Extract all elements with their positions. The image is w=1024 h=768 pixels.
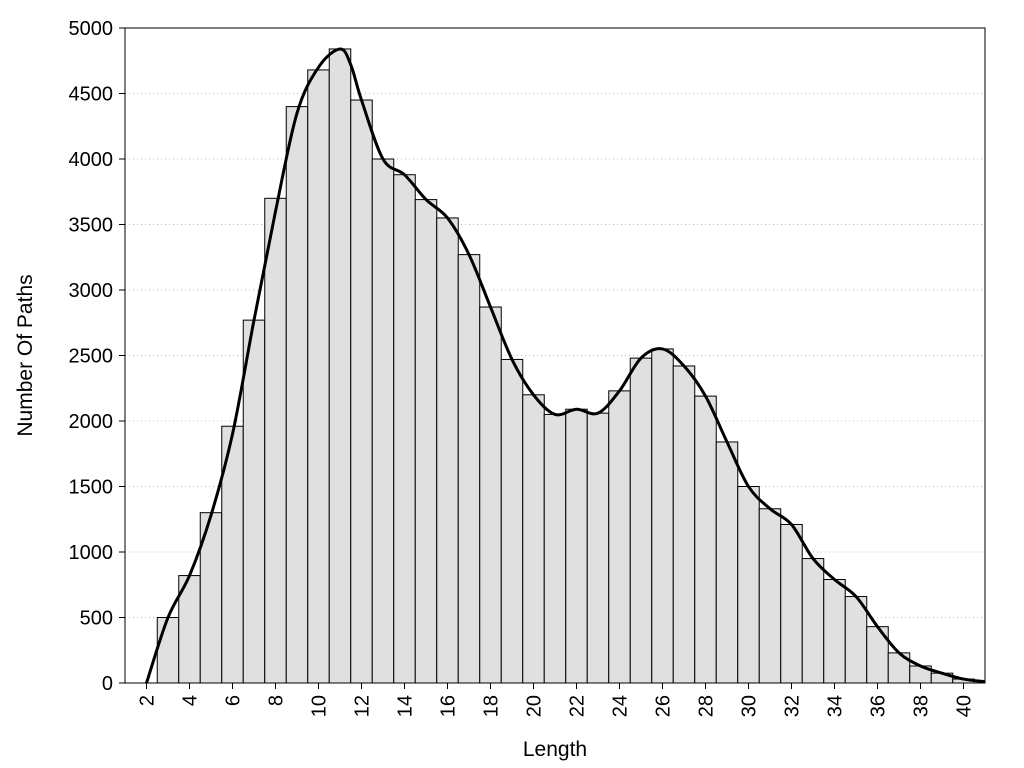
bar-34: [823, 579, 846, 684]
x-tick-label: 28: [696, 695, 718, 717]
y-tick-label: 4000: [69, 149, 114, 171]
x-tick-label: 4: [180, 695, 202, 706]
bar-18: [479, 306, 502, 684]
x-axis-title: Length: [523, 738, 587, 761]
y-tick-label: 1500: [69, 477, 114, 499]
x-tick-label: 8: [266, 695, 288, 706]
x-tick-label: 24: [610, 695, 632, 717]
density-curve: [145, 47, 986, 684]
bar-7: [242, 319, 266, 684]
x-tick-label: 12: [352, 695, 374, 717]
x-tick-label: 6: [223, 695, 245, 706]
x-tick-label: 32: [782, 695, 804, 717]
bar-22: [565, 408, 588, 684]
y-tick-label: 4500: [69, 84, 114, 106]
bar-14: [393, 174, 416, 684]
bars: [156, 48, 975, 684]
y-tick-label: 2000: [69, 411, 114, 433]
x-tick-label: 14: [395, 695, 417, 717]
bar-20: [522, 394, 545, 684]
y-tick-label: 2500: [69, 346, 114, 368]
bar-33: [801, 558, 825, 684]
x-tick-label: 18: [481, 695, 503, 717]
x-tick-label: 22: [567, 695, 589, 717]
bar-9: [285, 106, 309, 684]
y-tick-label: 3500: [69, 215, 114, 237]
bar-23: [586, 412, 610, 684]
y-tick-label: 5000: [69, 18, 114, 40]
bar-25: [629, 357, 653, 684]
bar-11: [328, 48, 352, 684]
x-axis: 2 4 6 8 10 12 14 16 18 20 22 24 26 28 30 32 34 36 38 40: [137, 683, 976, 717]
y-tick-label: 1000: [69, 542, 114, 564]
bar-19: [500, 358, 524, 684]
y-axis: 0 500 1000 1500 2000 2500 3000 3500 4000 4500 5000: [69, 18, 125, 695]
x-tick-label: 10: [309, 695, 331, 717]
x-tick-label: 30: [739, 695, 761, 717]
bar-16: [436, 217, 459, 684]
y-tick-label: 0: [102, 673, 113, 695]
y-tick-label: 3000: [69, 280, 114, 302]
bar-21: [543, 413, 567, 684]
bar-10: [307, 69, 330, 684]
bar-29: [715, 441, 739, 684]
x-tick-label: 16: [438, 695, 460, 717]
y-tick-label: 500: [80, 608, 113, 630]
bar-26: [651, 348, 674, 684]
x-tick-label: 40: [954, 695, 976, 717]
bar-12: [350, 99, 373, 684]
bar-27: [672, 365, 696, 684]
bar-3: [156, 617, 180, 684]
bar-35: [844, 596, 868, 684]
bar-15: [414, 199, 438, 684]
x-tick-label: 34: [825, 695, 847, 717]
bar-17: [457, 254, 481, 684]
y-axis-title: Number Of Paths: [14, 274, 37, 436]
bar-31: [758, 508, 782, 684]
bar-13: [371, 158, 395, 684]
x-tick-label: 38: [911, 695, 933, 717]
x-tick-label: 36: [868, 695, 890, 717]
bar-24: [608, 390, 631, 684]
bar-30: [737, 486, 760, 684]
bar-28: [694, 395, 717, 684]
x-tick-label: 20: [524, 695, 546, 717]
x-tick-label: 2: [137, 695, 159, 706]
bar-8: [264, 197, 287, 684]
x-tick-label: 26: [653, 695, 675, 717]
bar-32: [780, 523, 803, 684]
